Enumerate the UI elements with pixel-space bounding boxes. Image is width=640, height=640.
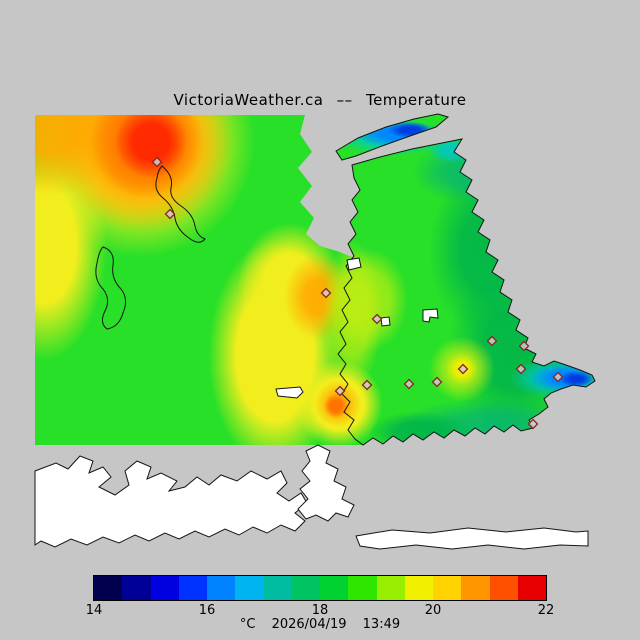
south-landmass-middle xyxy=(297,444,355,522)
map-date: 2026/04/19 xyxy=(271,617,347,632)
colorbar-segment xyxy=(320,576,349,600)
colorbar-tick-label: 22 xyxy=(537,603,555,618)
station-marker xyxy=(371,313,383,325)
island-coastline xyxy=(335,113,450,161)
unmapped-landmass xyxy=(34,444,589,550)
colorbar-segment xyxy=(207,576,236,600)
station-markers xyxy=(151,156,564,430)
colorbar-tick-label: 18 xyxy=(311,603,329,618)
south-landmass-west xyxy=(34,455,308,548)
islet-outline-southwest xyxy=(95,246,127,330)
temperature-colorbar xyxy=(93,575,547,601)
hot-spot xyxy=(115,114,187,178)
station-marker xyxy=(361,379,373,391)
colorbar-tick-label: 20 xyxy=(424,603,442,618)
lake xyxy=(422,308,439,323)
station-marker xyxy=(431,376,443,388)
south-landmass-east-strip xyxy=(355,527,589,550)
station-marker xyxy=(164,208,176,220)
station-marker xyxy=(518,340,530,352)
colorbar-tick-label: 16 xyxy=(198,603,216,618)
colorbar-segment xyxy=(517,576,546,600)
colorbar-segment xyxy=(376,576,405,600)
map-caption: °C 2026/04/19 13:49 xyxy=(0,617,640,632)
colorbar-segment xyxy=(404,576,433,600)
lake xyxy=(380,316,391,327)
colorbar-segment xyxy=(348,576,377,600)
station-marker xyxy=(486,335,498,347)
temperature-unit-label: °C xyxy=(239,617,256,632)
station-marker xyxy=(457,363,469,375)
peninsula-coastline xyxy=(337,138,596,446)
station-marker xyxy=(515,363,527,375)
colorbar-segment xyxy=(122,576,151,600)
colorbar-segment xyxy=(150,576,179,600)
colorbar-segment xyxy=(433,576,462,600)
lake xyxy=(275,386,304,399)
station-marker xyxy=(151,156,163,168)
lakes xyxy=(275,257,439,399)
station-marker xyxy=(320,287,332,299)
colorbar-segment xyxy=(94,576,123,600)
colorbar-segment xyxy=(235,576,264,600)
colorbar-tick-label: 14 xyxy=(85,603,103,618)
cold-spot-east xyxy=(559,371,593,387)
station-marker xyxy=(334,385,346,397)
colorbar-segment xyxy=(461,576,490,600)
colorbar-segment xyxy=(291,576,320,600)
coastlines xyxy=(95,113,596,446)
station-marker xyxy=(403,378,415,390)
map-time: 13:49 xyxy=(362,617,401,632)
temperature-field xyxy=(35,114,595,445)
islet-outline-west xyxy=(155,165,206,243)
station-marker xyxy=(527,418,539,430)
colorbar-segment xyxy=(178,576,207,600)
colorbar-segment xyxy=(489,576,518,600)
colorbar-segment xyxy=(263,576,292,600)
lake xyxy=(346,257,362,271)
map-title: VictoriaWeather.ca –– Temperature xyxy=(173,91,467,109)
station-marker xyxy=(552,371,564,383)
